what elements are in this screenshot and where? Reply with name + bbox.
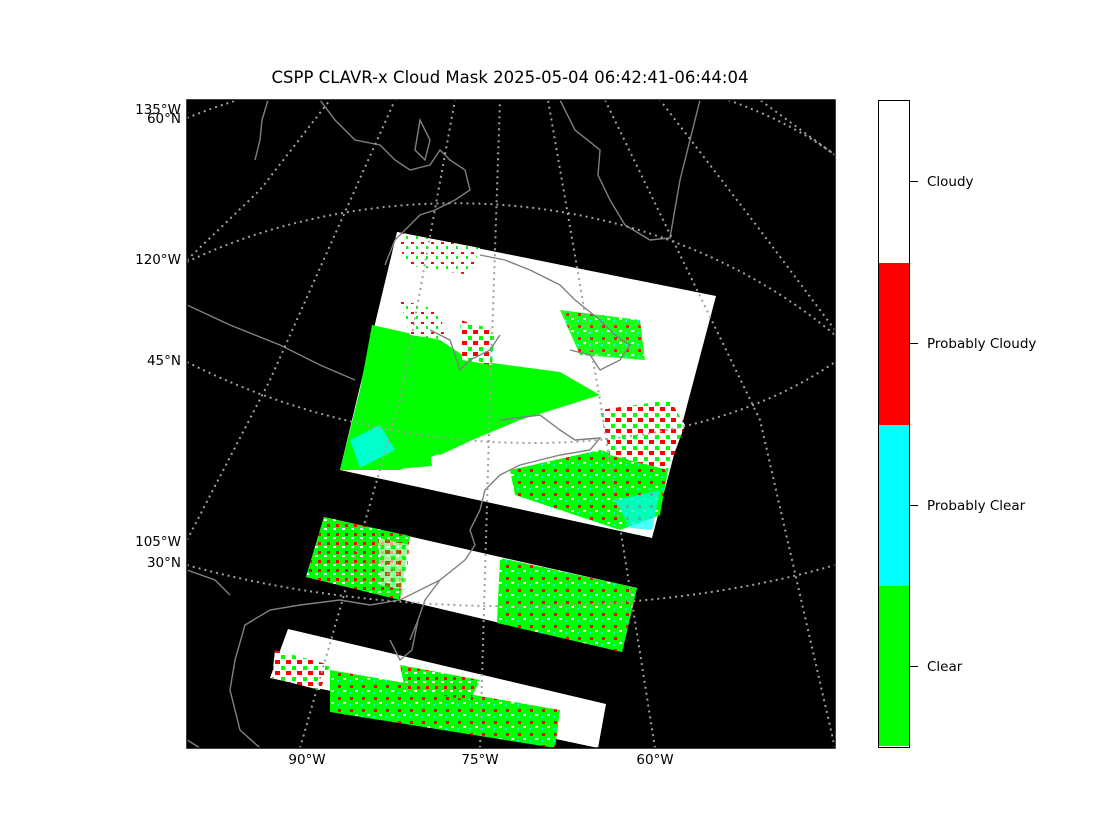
legend-swatch-probably-clear bbox=[879, 425, 909, 586]
lon-label-75w: 75°W bbox=[461, 752, 499, 768]
legend-tick-cloudy bbox=[910, 181, 918, 182]
legend-swatch-probably-cloudy bbox=[879, 263, 909, 425]
legend-label-cloudy: Cloudy bbox=[927, 174, 974, 190]
swath-granule-middle bbox=[306, 517, 637, 652]
legend-tick-probably-clear bbox=[910, 505, 918, 506]
swath-granule-north bbox=[340, 232, 716, 538]
legend-label-probably-clear: Probably Clear bbox=[927, 498, 1026, 514]
lat-label-30n: 30°N bbox=[146, 555, 181, 571]
lon-label-60w: 60°W bbox=[636, 752, 674, 768]
lat-label-45n: 45°N bbox=[146, 353, 181, 369]
legend-swatch-clear bbox=[879, 586, 909, 746]
lon-label-120w: 120°W bbox=[135, 252, 181, 268]
map-title: CSPP CLAVR-x Cloud Mask 2025-05-04 06:42… bbox=[271, 68, 749, 87]
legend-swatch-cloudy bbox=[879, 101, 909, 263]
legend-label-clear: Clear bbox=[927, 659, 963, 675]
coastlines bbox=[187, 100, 701, 748]
graticule bbox=[187, 100, 835, 748]
lon-label-90w: 90°W bbox=[288, 752, 326, 768]
legend-tick-clear bbox=[910, 666, 918, 667]
map-border bbox=[186, 99, 836, 749]
legend-label-probably-cloudy: Probably Cloudy bbox=[927, 336, 1037, 352]
swath-granule-south bbox=[270, 629, 606, 748]
lon-label-105w: 105°W bbox=[135, 534, 181, 550]
legend-tick-probably-cloudy bbox=[910, 343, 918, 344]
lat-label-60n: 60°N bbox=[146, 111, 181, 127]
legend-colorbar bbox=[878, 100, 910, 748]
lon-label-135w: 135°W bbox=[135, 102, 181, 118]
